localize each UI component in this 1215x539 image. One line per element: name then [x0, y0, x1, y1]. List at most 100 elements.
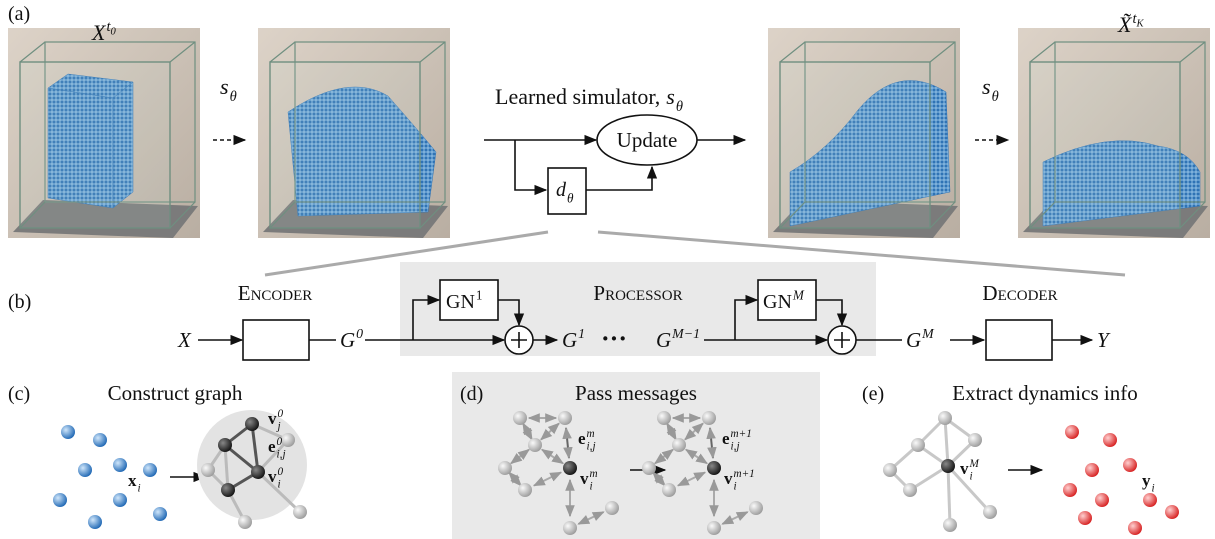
math-base: v: [580, 469, 589, 488]
math-base: GN: [446, 291, 475, 313]
panel-title: Construct graph: [108, 381, 243, 405]
graph-node: [983, 505, 997, 519]
output-ball: [1063, 483, 1077, 497]
math-base: v: [960, 459, 969, 478]
math-sup: 1: [578, 326, 585, 341]
math-sub: i,j: [277, 448, 286, 460]
graph-node: [293, 505, 307, 519]
label: (e): [862, 383, 884, 405]
graph-edge: [945, 418, 948, 466]
label: (b): [8, 291, 31, 313]
math-sub: i,j: [731, 440, 740, 452]
graph-node: [513, 411, 527, 425]
glass-front: [20, 62, 170, 228]
graph-node: [558, 411, 572, 425]
math-base: X: [91, 20, 107, 45]
particle-ball: [88, 515, 102, 529]
output-ball: [1123, 458, 1137, 472]
math-sub: θ: [992, 89, 999, 105]
graph-node: [281, 433, 295, 447]
math-sup-sub: K: [1136, 19, 1145, 30]
math-base: e: [578, 429, 586, 448]
math-sup: m: [590, 468, 598, 480]
particle-ball: [61, 425, 75, 439]
math-base: v: [268, 409, 277, 428]
math-sup: 0: [277, 436, 283, 448]
decoder-box: [986, 320, 1052, 360]
simulator-label: Learned simulator,: [495, 84, 660, 109]
graph-node: [707, 461, 721, 475]
output-ball: [1065, 425, 1079, 439]
processor-label: Processor: [593, 281, 682, 305]
math-base: G: [656, 328, 671, 352]
math-sup: 0: [278, 408, 284, 420]
graph-node: [938, 411, 952, 425]
math-sub: i: [970, 470, 973, 482]
output-ball: [1165, 505, 1179, 519]
particle-ball: [113, 458, 127, 472]
graph-node: [251, 465, 265, 479]
graph-node: [563, 521, 577, 535]
graph-node: [518, 483, 532, 497]
graph-node: [702, 411, 716, 425]
math-sup: M−1: [671, 326, 700, 341]
graph-node: [238, 515, 252, 529]
math-sup: M: [969, 458, 980, 470]
math-sup: 0: [278, 466, 284, 478]
particle-ball: [78, 463, 92, 477]
math-sub: i: [734, 480, 737, 492]
graph-node: [707, 521, 721, 535]
graph-edge: [948, 466, 950, 525]
math-base: x: [128, 471, 137, 490]
graph-node: [749, 501, 763, 515]
figure: (a)Xt0X̃tKsθsθLearned simulator,sθUpdate…: [0, 0, 1215, 539]
math-base: e: [268, 437, 276, 456]
math-base: v: [724, 469, 733, 488]
math-sup: M: [792, 288, 805, 303]
math-sub: i: [1152, 482, 1155, 494]
output-ball: [1085, 463, 1099, 477]
math-sub: θ: [676, 99, 683, 115]
graph-node: [605, 501, 619, 515]
math-base: G: [562, 328, 577, 352]
math-sub: i,j: [587, 440, 596, 452]
update-label: Update: [617, 128, 678, 152]
panel-title: Extract dynamics info: [952, 381, 1137, 405]
graph-node: [642, 461, 656, 475]
particle-ball: [113, 493, 127, 507]
graph-node: [968, 433, 982, 447]
connector: [515, 140, 546, 190]
math-sup: m: [587, 428, 595, 440]
math-sub: i: [590, 480, 593, 492]
math-base: s: [982, 74, 991, 99]
math-sub: θ: [230, 89, 237, 105]
math-sup: m+1: [731, 428, 752, 440]
math-base: e: [722, 429, 730, 448]
graph-node: [221, 483, 235, 497]
graph-node: [201, 463, 215, 477]
graph-node: [911, 438, 925, 452]
graph-node: [498, 461, 512, 475]
math-base: G: [906, 328, 921, 352]
page-body: { "panel_a": { "label": "(a)", "input_st…: [0, 0, 1215, 539]
math-sup: M: [921, 326, 935, 341]
math-base: X̃: [1117, 12, 1133, 37]
page: Learned simulator diagram html, body { m…: [0, 0, 1215, 539]
math-base: s: [666, 84, 675, 109]
output-ball: [1103, 433, 1117, 447]
graph-node: [903, 483, 917, 497]
glass-front: [1030, 62, 1180, 228]
math-base: y: [1142, 471, 1151, 490]
math-base: Y: [1097, 328, 1111, 352]
math-base: X: [177, 328, 192, 352]
label: (a): [8, 3, 30, 25]
math-sub: θ: [567, 190, 574, 205]
label: (c): [8, 383, 30, 405]
label: (d): [460, 383, 483, 405]
graph-node: [883, 463, 897, 477]
output-ball: [1095, 493, 1109, 507]
graph-node: [218, 438, 232, 452]
math-sup: 1: [476, 288, 483, 303]
math-sup: m+1: [734, 468, 755, 480]
graph-node: [943, 518, 957, 532]
